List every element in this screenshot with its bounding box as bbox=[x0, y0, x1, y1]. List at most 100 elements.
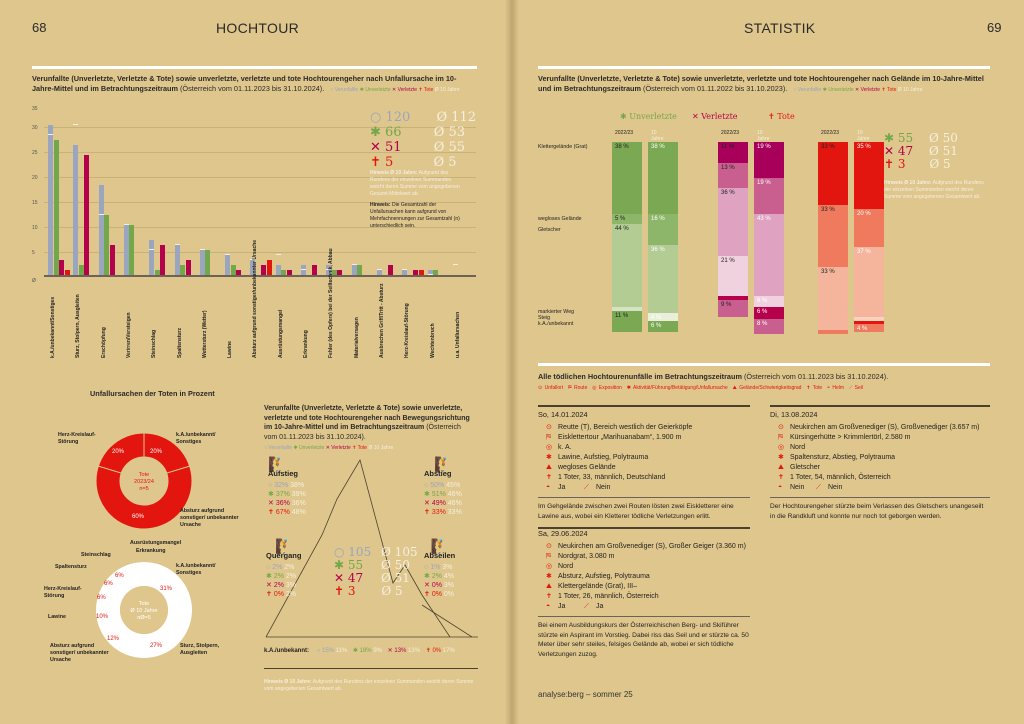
terrain-icon: ⛰ bbox=[546, 464, 552, 471]
section-title-left: HOCHTOUR bbox=[216, 20, 300, 36]
page-number-left: 68 bbox=[32, 20, 47, 35]
bar-0 bbox=[123, 225, 129, 275]
rope-icon: ⟋ bbox=[816, 484, 821, 491]
avg-marker bbox=[452, 264, 458, 265]
fatal-case-3: Di, 13.08.2024 ⊙ Neukirchen am Großvenedi… bbox=[770, 410, 990, 521]
mountain-totals: ○ 105 Ø 105 ✱ 55 Ø 50 ✕ 47 Ø 51 ✝ 3 Ø 5 bbox=[334, 545, 418, 598]
chart1-note: Hinweis: Die Gesamtzahl der Unfallursach… bbox=[370, 202, 460, 229]
column-header: 2022/23 bbox=[821, 130, 840, 136]
bar-0 bbox=[98, 185, 104, 275]
avg-marker bbox=[48, 134, 53, 135]
bar-0 bbox=[199, 250, 205, 275]
bar-1 bbox=[281, 270, 287, 275]
terrain-segment: 4 % bbox=[854, 324, 884, 332]
terrain-segment: 33 % bbox=[818, 204, 848, 268]
x-axis-label: k.A./unbekannt/Sonstiges bbox=[50, 296, 56, 358]
bar-1 bbox=[154, 270, 160, 275]
donut2-center: Tote Ø 10 Jahre nØ=5 bbox=[130, 601, 158, 621]
terrain-segment: 4 % bbox=[648, 313, 678, 321]
bar-2 bbox=[84, 155, 90, 275]
bar-0 bbox=[427, 270, 433, 275]
left-page: 68 HOCHTOUR Verunfallte (Unverletzte, Ve… bbox=[32, 20, 478, 692]
bar-1 bbox=[331, 270, 337, 275]
x-axis-label: Absturz aufgrund sonstiger/unbekannter U… bbox=[252, 239, 259, 358]
terrain-segment: 36 % bbox=[648, 244, 678, 313]
donut-10y bbox=[96, 562, 192, 658]
terrain-segment: 11 % bbox=[718, 142, 748, 163]
location-icon: ⊙ bbox=[546, 424, 552, 431]
column-header: 10 Jahre bbox=[651, 130, 664, 142]
cross-icon: ✝ bbox=[546, 474, 552, 481]
chart1-note-10y: Hinweis Ø 10 Jahre: Aufgrund des Rundens… bbox=[370, 170, 460, 197]
bar-2 bbox=[185, 260, 191, 275]
section-title-right: STATISTIK bbox=[744, 20, 816, 36]
x-axis-label: u.a. Unfallursachen bbox=[454, 311, 461, 358]
avg-marker bbox=[174, 244, 180, 245]
x-axis-label: Wettersturz (Wetter) bbox=[201, 310, 208, 358]
avg-marker bbox=[123, 224, 129, 225]
bar-2 bbox=[261, 265, 267, 275]
x-axis-label: Ausrüstungsmangel bbox=[277, 309, 284, 358]
column-header: 2022/23 bbox=[721, 130, 740, 136]
avg-marker bbox=[402, 269, 408, 270]
route-icon: ⛿ bbox=[546, 553, 552, 560]
activity-icon: ✱ bbox=[778, 454, 784, 461]
terrain-segment: 38 % bbox=[648, 142, 678, 215]
fatal-legend: ⊙ Unfallort ⛿ Route ◎ Exposition ✱ Aktiv… bbox=[538, 385, 864, 391]
avg-marker bbox=[250, 259, 256, 260]
fatal-case-1: So, 14.01.2024 ⊙ Reutte (T), Bereich west… bbox=[538, 410, 750, 521]
location-icon: ⊙ bbox=[546, 543, 552, 550]
x-axis-label: Verirren/Versteigen bbox=[125, 312, 132, 358]
bar-2 bbox=[59, 260, 64, 275]
fatal-title: Alle tödlichen Hochtourenunfälle im Betr… bbox=[538, 372, 889, 381]
x-axis-label: Herz-Kreislauf-Störung bbox=[404, 303, 411, 358]
activity-icon: ✱ bbox=[546, 454, 552, 461]
avg-marker bbox=[149, 249, 155, 250]
exposition-icon: ◎ bbox=[546, 444, 553, 451]
terrain-icon: ⛰ bbox=[546, 583, 552, 590]
avg-marker bbox=[73, 124, 79, 125]
cross-icon: ✝ bbox=[778, 474, 784, 481]
avg-marker bbox=[351, 264, 357, 265]
bar-2 bbox=[312, 265, 317, 275]
bar-2 bbox=[337, 270, 343, 275]
avg-marker bbox=[199, 249, 205, 250]
terrain-segment bbox=[718, 295, 748, 300]
bar-2 bbox=[109, 245, 115, 275]
helmet-icon: ◓ bbox=[778, 484, 783, 491]
terrain-segment: 33 % bbox=[818, 267, 848, 331]
right-page: STATISTIK 69 Verunfallte (Unverletzte, V… bbox=[538, 20, 1002, 699]
exposition-icon: ◎ bbox=[546, 563, 553, 570]
terrain-segment: 9 % bbox=[718, 299, 748, 317]
chart1-title: Verunfallte (Unverletzte, Verletzte & To… bbox=[32, 74, 460, 93]
x-axis-label: Fehler (des Opfers) bei der Seiltechnik,… bbox=[328, 248, 335, 358]
donut-title: Unfallursachen der Toten in Prozent bbox=[90, 389, 215, 398]
bar-1 bbox=[433, 270, 438, 275]
x-axis-label: Wechtenbruch bbox=[429, 323, 436, 358]
bar-1 bbox=[78, 265, 84, 275]
bar-0 bbox=[301, 265, 306, 275]
avg-marker bbox=[275, 254, 281, 255]
x-axis-label: Materialversagen bbox=[353, 317, 360, 358]
mountain-note: Hinweis Ø 10 Jahre: Aufgrund des Rundens… bbox=[264, 679, 474, 692]
column-header: 10 Jahre bbox=[757, 130, 770, 142]
terrain-segment bbox=[818, 330, 848, 335]
terrain-segment: 19 % bbox=[754, 142, 784, 179]
terrain-segment: 19 % bbox=[754, 178, 784, 215]
location-icon: ⊙ bbox=[778, 424, 784, 431]
donut1-center: Tote 2023/24 n=5 bbox=[134, 472, 154, 492]
terrain-segment bbox=[854, 316, 884, 321]
avg-marker bbox=[427, 274, 433, 275]
cross-icon: ✝ bbox=[546, 593, 552, 600]
avg-marker bbox=[98, 214, 104, 215]
terrain-icon: ⛰ bbox=[778, 464, 784, 471]
terrain-segment: 44 % bbox=[612, 223, 642, 308]
avg-marker bbox=[225, 254, 231, 255]
activity-icon: ✱ bbox=[546, 573, 552, 580]
bar-0 bbox=[326, 265, 332, 275]
chart1-legend: ○ Verunfallte ✱ Unverletzte ✕ Verletzte … bbox=[330, 86, 460, 93]
terrain-segment: 35 % bbox=[854, 142, 884, 209]
donut-2023 bbox=[96, 433, 192, 529]
x-axis-label: Erschöpfung bbox=[100, 327, 107, 358]
bar-0 bbox=[149, 240, 155, 275]
